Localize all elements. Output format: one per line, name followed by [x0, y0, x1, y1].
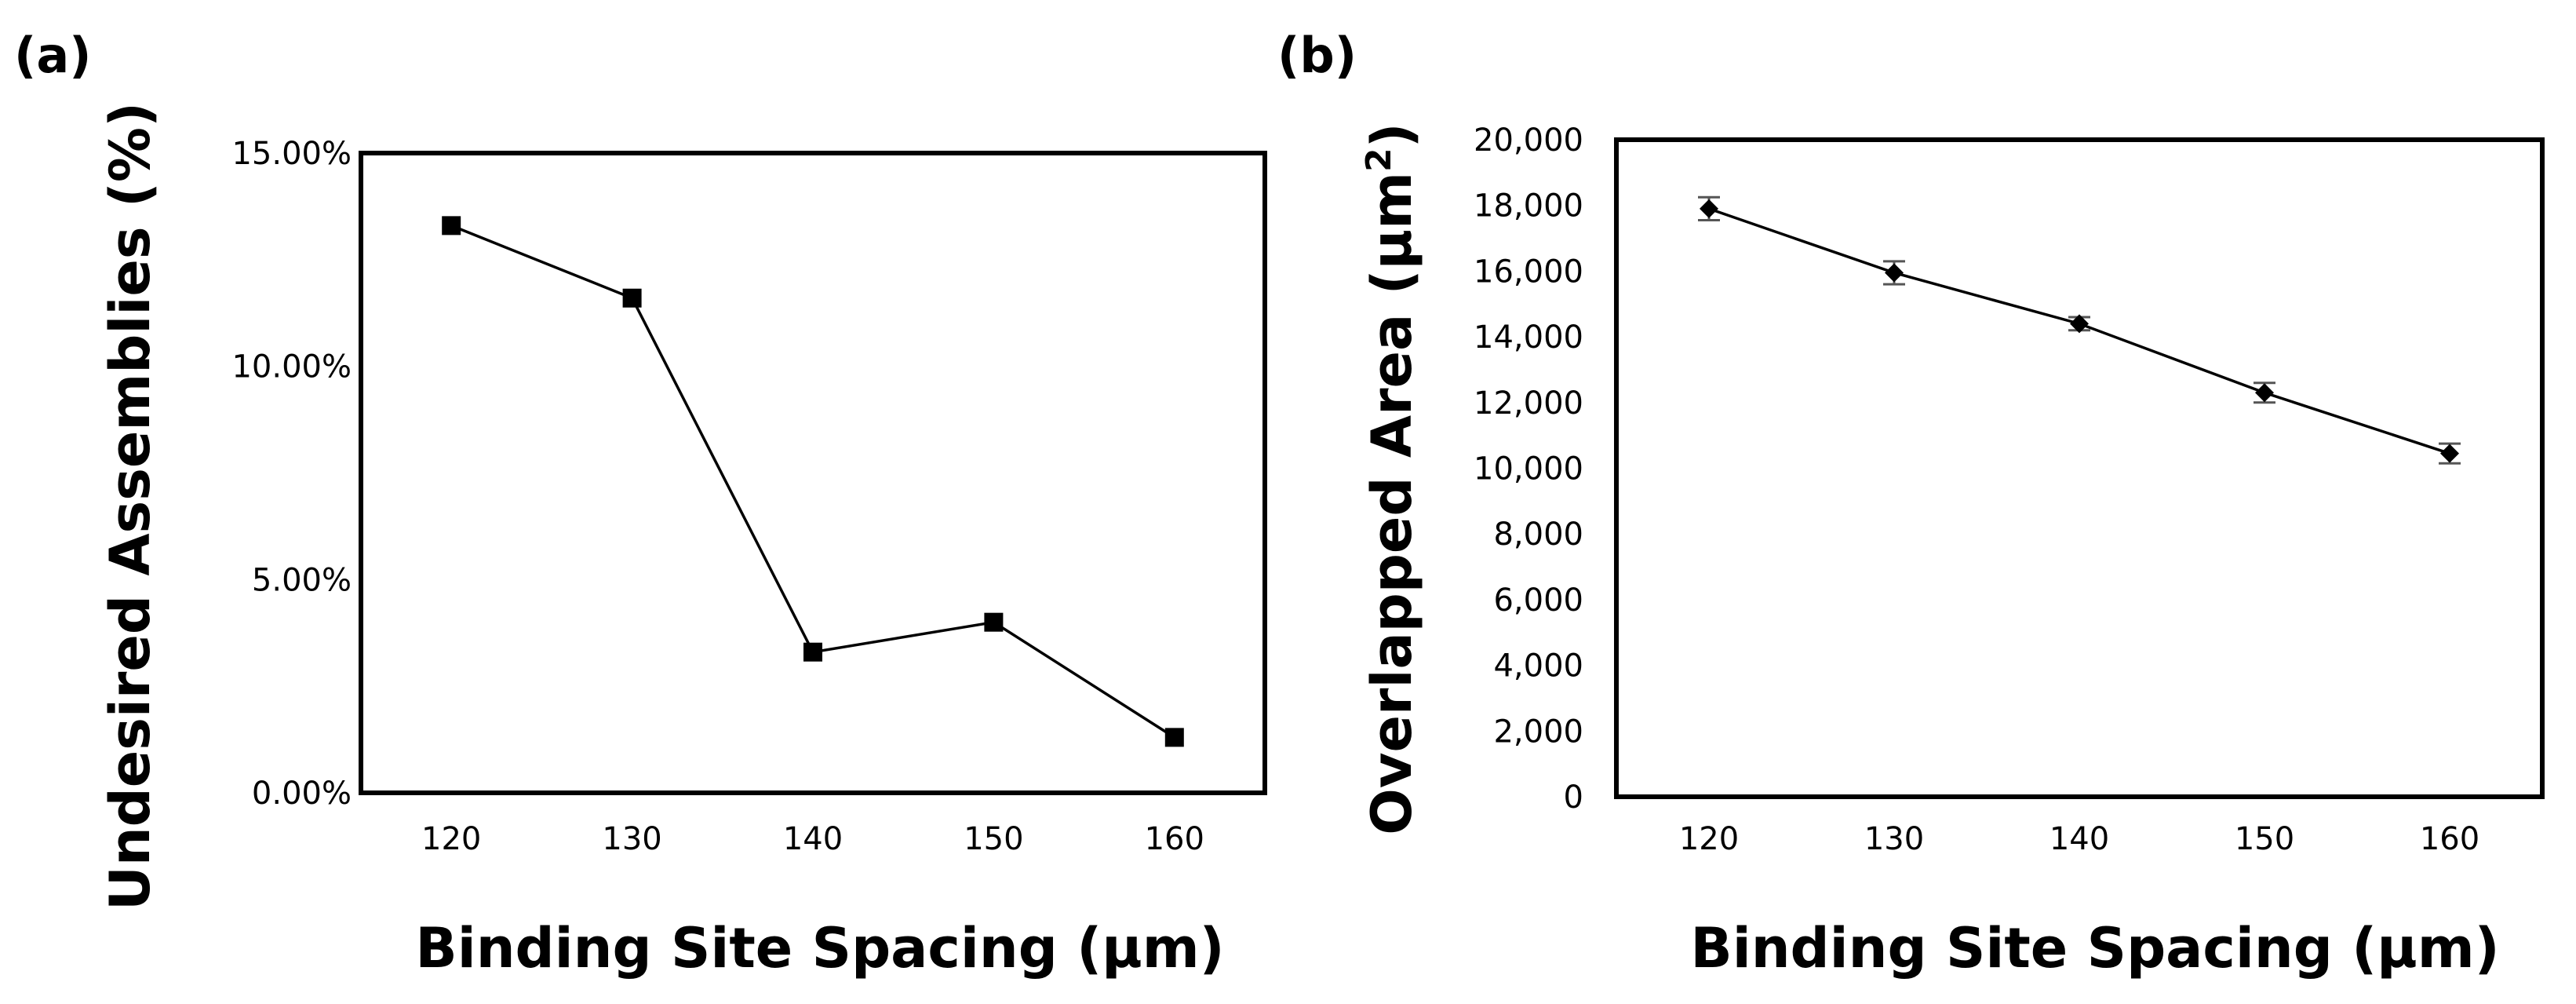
- data-point: [442, 216, 461, 235]
- y-tick-label: 4,000: [1493, 648, 1583, 685]
- data-point: [1164, 728, 1184, 747]
- x-tick-label: 130: [1864, 821, 1924, 857]
- x-tick-label: 160: [2420, 821, 2479, 857]
- y-tick-label: 18,000: [1474, 188, 1583, 225]
- y-axis-title-b-close: ): [1360, 122, 1424, 148]
- x-tick-label: 120: [1679, 821, 1739, 857]
- x-tick-label: 140: [2050, 821, 2109, 857]
- y-axis-title-a: Undesired Assemblies (%): [98, 102, 162, 911]
- y-tick-label: 10.00%: [231, 349, 352, 385]
- data-point: [803, 642, 822, 662]
- data-point: [2070, 314, 2089, 334]
- x-axis-ticks-b: 120 130 140 150 160: [1679, 821, 2479, 857]
- y-tick-label: 0.00%: [252, 776, 352, 812]
- y-tick-label: 14,000: [1474, 319, 1583, 356]
- x-tick-label: 150: [2235, 821, 2294, 857]
- x-axis-ticks-a: 120 130 140 150 160: [421, 821, 1204, 857]
- y-axis-title-b: Overlapped Area (µm2): [1359, 122, 1424, 834]
- x-tick-label: 120: [421, 821, 481, 857]
- y-tick-label: 6,000: [1493, 582, 1583, 619]
- x-tick-label: 150: [964, 821, 1023, 857]
- y-tick-label: 15.00%: [231, 136, 352, 172]
- y-tick-label: 12,000: [1474, 385, 1583, 422]
- data-point: [2255, 383, 2274, 403]
- y-axis-title-b-superscript: 2: [1359, 148, 1399, 172]
- y-tick-label: 16,000: [1474, 254, 1583, 290]
- y-tick-label: 0: [1564, 779, 1583, 816]
- data-point: [622, 288, 642, 308]
- plot-area-a: [359, 151, 1267, 795]
- y-tick-label: 10,000: [1474, 451, 1583, 487]
- series-b: [1698, 195, 2461, 465]
- y-axis-ticks-a: 0.00% 5.00% 10.00% 15.00%: [231, 136, 352, 812]
- y-axis-ticks-b: 0 2,000 4,000 6,000 8,000 10,000 12,000 14,000 1…: [1474, 122, 1583, 816]
- data-point: [1885, 263, 1904, 283]
- y-tick-label: 2,000: [1493, 714, 1583, 750]
- data-point: [1700, 199, 1718, 218]
- x-axis-title-a: Binding Site Spacing (µm): [415, 916, 1224, 980]
- y-axis-title-b-main: Overlapped Area (µm: [1360, 172, 1424, 835]
- y-tick-label: 20,000: [1474, 122, 1583, 159]
- panel-b-chart: (b) 0 2,000 4,000 6,000 8,000 10,000 12,000 14,…: [1277, 27, 2545, 980]
- x-tick-label: 130: [602, 821, 661, 857]
- data-point: [984, 612, 1004, 632]
- x-axis-title-b: Binding Site Spacing (µm): [1690, 916, 2499, 980]
- y-tick-label: 5.00%: [252, 562, 352, 598]
- panel-b-label: (b): [1277, 27, 1357, 84]
- x-tick-label: 160: [1145, 821, 1204, 857]
- plot-area-b: [1614, 137, 2545, 799]
- panel-a-chart: (a) 0.00%5.00%10.00%15.00% 120 130 140 150 1…: [14, 27, 1267, 980]
- data-point: [2440, 444, 2459, 463]
- x-tick-label: 140: [783, 821, 843, 857]
- y-tick-label: 8,000: [1493, 517, 1583, 553]
- series-a: [442, 216, 1184, 747]
- panel-a-label: (a): [14, 27, 92, 84]
